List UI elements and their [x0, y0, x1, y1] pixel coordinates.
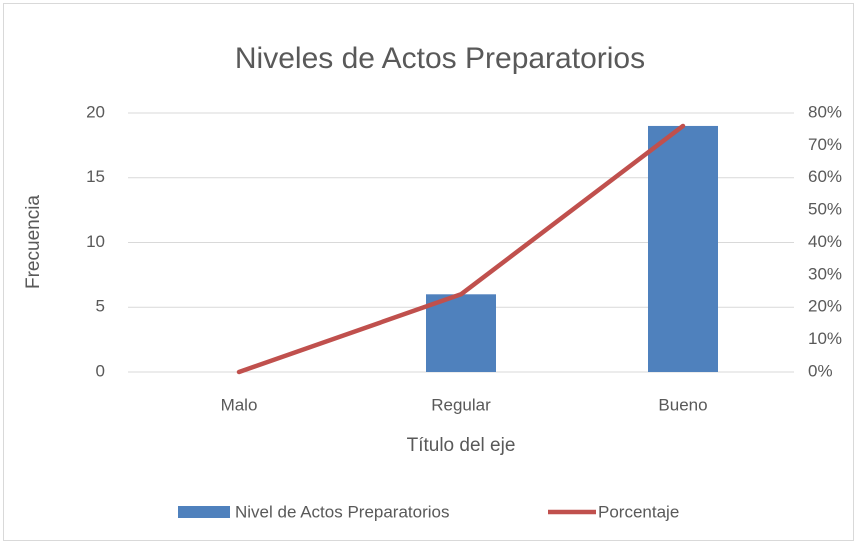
y-tick-label: 10 — [86, 232, 105, 251]
x-tick-label: Malo — [221, 395, 258, 414]
legend-label: Porcentaje — [598, 502, 679, 521]
bar — [426, 294, 496, 372]
y2-tick-label: 50% — [808, 200, 842, 219]
legend-swatch — [178, 506, 230, 518]
chart-border — [3, 3, 854, 541]
y2-tick-label: 30% — [808, 264, 842, 283]
x-axis-title: Título del eje — [407, 435, 516, 456]
y-tick-label: 20 — [86, 102, 105, 121]
y-tick-label: 15 — [86, 167, 105, 186]
y2-tick-label: 80% — [808, 102, 842, 121]
x-tick-label: Bueno — [658, 395, 707, 414]
y2-tick-label: 0% — [808, 361, 833, 380]
legend-label: Nivel de Actos Preparatorios — [235, 502, 450, 521]
y2-tick-label: 70% — [808, 135, 842, 154]
y-tick-label: 0 — [96, 361, 105, 380]
y-axis-title: Frecuencia — [23, 195, 44, 289]
x-tick-label: Regular — [431, 395, 491, 414]
y2-tick-label: 10% — [808, 329, 842, 348]
y2-tick-label: 20% — [808, 297, 842, 316]
bar — [648, 125, 718, 372]
y-tick-label: 5 — [96, 297, 105, 316]
y2-tick-label: 40% — [808, 232, 842, 251]
y2-tick-label: 60% — [808, 167, 842, 186]
chart-title: Niveles de Actos Preparatorios — [235, 42, 645, 75]
line — [236, 123, 686, 375]
